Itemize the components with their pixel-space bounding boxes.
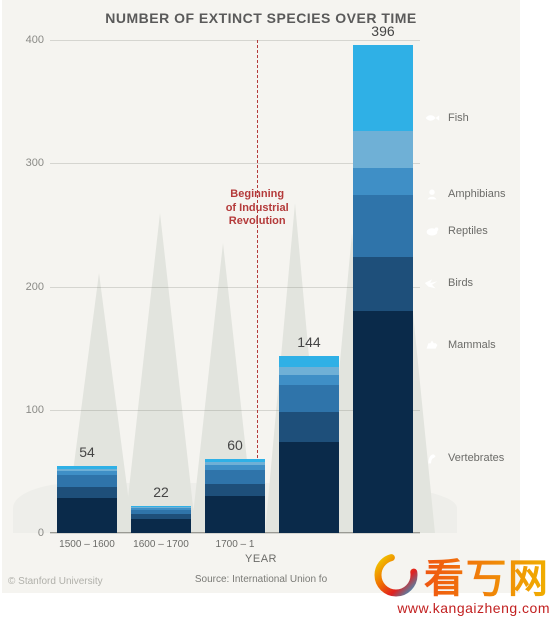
- swirl-icon: [374, 553, 418, 597]
- bar: 144: [279, 356, 338, 533]
- bar-value-label: 54: [57, 444, 116, 460]
- mammals-icon: [422, 335, 442, 355]
- legend-label: Mammals: [448, 339, 496, 351]
- bar-segment-vertebrates: [353, 311, 412, 533]
- bar-segment-mammals: [279, 412, 338, 442]
- watermark-logo: 看丂网: [310, 546, 550, 604]
- legend-row-fish: Fish: [422, 108, 469, 128]
- bar-segment-vertebrates: [57, 498, 116, 533]
- x-tick-label: 1500 – 1600: [57, 533, 116, 550]
- y-tick-label: 0: [12, 527, 44, 539]
- annotation-text: Beginningof IndustrialRevolution: [212, 188, 302, 229]
- bar-value-label: 22: [131, 484, 190, 500]
- bar-segment-amphibians: [279, 367, 338, 376]
- legend-label: Fish: [448, 112, 469, 124]
- chart-title: NUMBER OF EXTINCT SPECIES OVER TIME: [2, 0, 520, 30]
- legend-row-reptiles: Reptiles: [422, 221, 488, 241]
- birds-icon: [422, 273, 442, 293]
- x-tick-label: [279, 533, 338, 539]
- bar-segment-fish: [279, 356, 338, 367]
- amphibians-icon: [422, 184, 442, 204]
- x-tick-label: 1600 – 1700: [131, 533, 190, 550]
- fish-icon: [422, 108, 442, 128]
- legend-row-birds: Birds: [422, 273, 473, 293]
- legend-row-vertebrates: Vertebrates: [422, 448, 504, 468]
- y-tick-label: 200: [12, 281, 44, 293]
- bar-segment-vertebrates: [279, 442, 338, 533]
- watermark-url: www.kangaizheng.com: [310, 600, 550, 616]
- legend-label: Vertebrates: [448, 452, 504, 464]
- plot-area: 0100200300400 Beginningof IndustrialRevo…: [50, 40, 420, 533]
- bar: 396: [353, 45, 412, 533]
- watermark-overlay: 看丂网 www.kangaizheng.com: [310, 546, 550, 616]
- x-tick-label: [353, 533, 412, 539]
- bar: 601700 – 1: [205, 459, 264, 533]
- legend-row-amphibians: Amphibians: [422, 184, 505, 204]
- bar-segment-birds: [57, 475, 116, 487]
- legend-label: Birds: [448, 277, 473, 289]
- bar-segment-mammals: [353, 257, 412, 311]
- bar-segment-fish: [353, 45, 412, 131]
- bar-segment-mammals: [57, 487, 116, 498]
- y-tick-label: 300: [12, 157, 44, 169]
- gridline: [50, 40, 420, 41]
- bar-segment-mammals: [205, 484, 264, 496]
- bar-segment-vertebrates: [131, 519, 190, 533]
- bar-segment-birds: [205, 470, 264, 484]
- page: NUMBER OF EXTINCT SPECIES OVER TIME 0100…: [0, 0, 550, 618]
- bar-value-label: 144: [279, 334, 338, 350]
- bar-segment-amphibians: [353, 131, 412, 168]
- x-tick-label: 1700 – 1: [205, 533, 264, 550]
- y-tick-label: 100: [12, 404, 44, 416]
- watermark-text: 看丂网: [424, 546, 550, 604]
- y-tick-label: 400: [12, 34, 44, 46]
- legend-row-mammals: Mammals: [422, 335, 496, 355]
- bar-segment-birds: [353, 195, 412, 257]
- bar-segment-reptiles: [353, 168, 412, 195]
- bar: 221600 – 1700: [131, 506, 190, 533]
- legend: Fish Amphibians Reptiles Birds Mammals Verteb…: [422, 70, 512, 543]
- reptiles-icon: [422, 221, 442, 241]
- bar-value-label: 60: [205, 437, 264, 453]
- bar-segment-vertebrates: [205, 496, 264, 533]
- legend-label: Reptiles: [448, 225, 488, 237]
- chart-card: NUMBER OF EXTINCT SPECIES OVER TIME 0100…: [2, 0, 520, 593]
- bar: 541500 – 1600: [57, 466, 116, 533]
- bar-value-label: 396: [353, 23, 412, 39]
- bar-segment-reptiles: [279, 375, 338, 385]
- bar-segment-birds: [279, 385, 338, 412]
- legend-label: Amphibians: [448, 188, 505, 200]
- vertebrates-icon: [422, 448, 442, 468]
